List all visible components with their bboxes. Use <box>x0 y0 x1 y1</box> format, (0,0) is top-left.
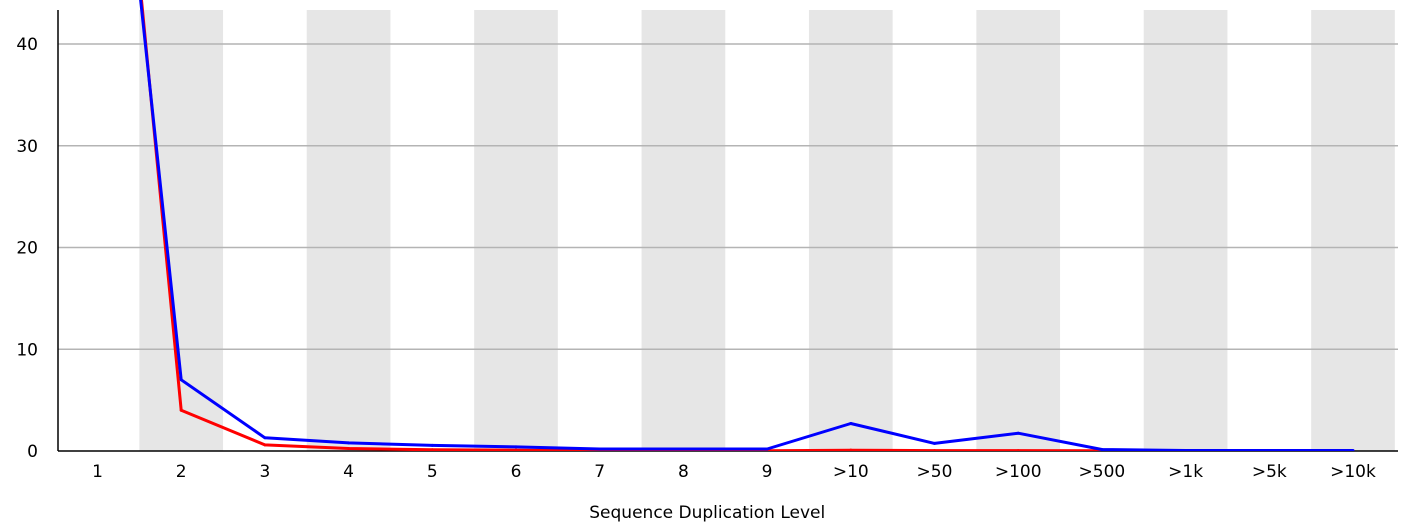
band-11 <box>976 10 1061 451</box>
x-tick-label: >1k <box>1168 462 1203 482</box>
series-1-point-8 <box>765 447 769 451</box>
series-0-point-1 <box>179 408 183 412</box>
x-tick-label: 5 <box>427 462 438 482</box>
band-5 <box>474 10 558 451</box>
x-tick-label: >50 <box>917 462 953 482</box>
band-13 <box>1143 10 1228 451</box>
series-1-point-10 <box>933 441 936 445</box>
x-tick-label: 7 <box>594 462 605 482</box>
y-tick-label: 20 <box>16 239 38 259</box>
series-0-point-5 <box>514 448 518 451</box>
series-1-point-2 <box>263 436 267 440</box>
series-0-point-10 <box>933 449 936 451</box>
x-tick-label: >500 <box>1079 462 1126 482</box>
grid-lines <box>58 43 1398 350</box>
x-tick-label: >10k <box>1330 462 1376 482</box>
series-1-point-9 <box>849 422 853 426</box>
x-tick-label: 1 <box>92 462 103 482</box>
series-0-point-4 <box>430 448 434 451</box>
x-tick-label: 9 <box>762 462 773 482</box>
series-0-point-2 <box>263 443 267 447</box>
series-1-point-12 <box>1100 447 1104 451</box>
x-axis-title: Sequence Duplication Level <box>589 503 825 523</box>
series-1-point-13 <box>1184 448 1188 451</box>
band-3 <box>306 10 391 451</box>
series-1-point-6 <box>598 447 602 451</box>
series-0-point-11 <box>1016 449 1020 451</box>
y-tick-label: 30 <box>16 137 38 157</box>
series-0-point-3 <box>347 446 351 450</box>
series-lines <box>139 0 1355 451</box>
y-tick-labels: 0 10 20 30 40 <box>16 35 38 462</box>
alternating-bands <box>139 10 1395 451</box>
series-1-point-15 <box>1351 448 1355 451</box>
x-tick-label: 3 <box>259 462 270 482</box>
series-1-point-7 <box>681 447 685 451</box>
band-9 <box>808 10 893 451</box>
band-1 <box>139 10 224 451</box>
y-tick-label: 10 <box>16 340 38 360</box>
series-1-point-4 <box>430 443 434 447</box>
x-tick-label: 2 <box>176 462 187 482</box>
x-tick-label: >5k <box>1252 462 1287 482</box>
x-tick-label: >100 <box>995 462 1042 482</box>
band-15 <box>1311 10 1395 451</box>
y-tick-label: 0 <box>27 442 38 462</box>
series-0-point-9 <box>849 448 853 451</box>
x-tick-label: >10 <box>833 462 869 482</box>
series-line-1 <box>139 0 1353 451</box>
x-tick-label: 6 <box>511 462 522 482</box>
series-1-point-1 <box>179 378 183 382</box>
series-1-point-14 <box>1267 448 1271 451</box>
band-7 <box>641 10 726 451</box>
series-1-point-3 <box>347 441 351 445</box>
series-1-point-11 <box>1016 431 1020 435</box>
x-tick-label: 8 <box>678 462 689 482</box>
x-tick-label: 4 <box>343 462 354 482</box>
series-1-point-5 <box>514 445 518 449</box>
y-tick-label: 40 <box>16 35 38 55</box>
x-tick-labels: 1 2 3 4 5 6 7 8 9 >10 >50 >100 >500 >1k >5k >10k <box>92 462 1376 482</box>
